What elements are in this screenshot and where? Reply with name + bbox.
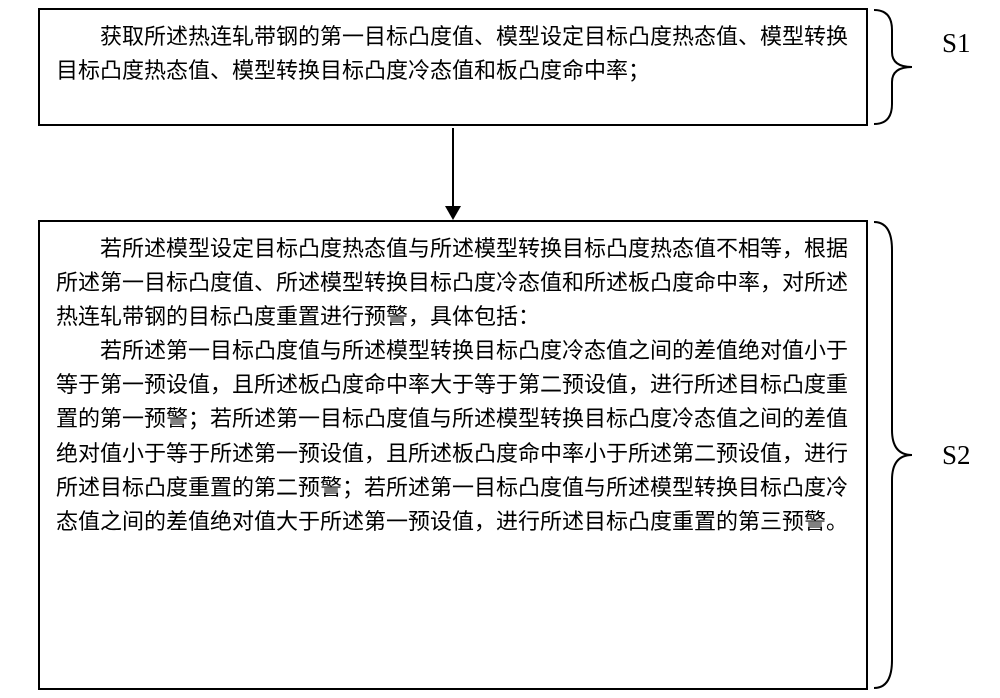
edge-s1-s2-head: [445, 206, 461, 220]
label-s2: S2: [942, 440, 971, 471]
flowchart-canvas: 获取所述热连轧带钢的第一目标凸度值、模型设定目标凸度热态值、模型转换目标凸度热态…: [0, 0, 1000, 698]
brace-s1: [870, 8, 926, 126]
brace-s2: [870, 220, 926, 690]
flow-node-s1: 获取所述热连轧带钢的第一目标凸度值、模型设定目标凸度热态值、模型转换目标凸度热态…: [38, 8, 868, 126]
node-s2-paragraph-1: 若所述模型设定目标凸度热态值与所述模型转换目标凸度热态值不相等，根据所述第一目标…: [56, 232, 850, 334]
edge-s1-s2-line: [452, 128, 454, 206]
node-s1-paragraph-1: 获取所述热连轧带钢的第一目标凸度值、模型设定目标凸度热态值、模型转换目标凸度热态…: [56, 20, 850, 88]
label-s1: S1: [942, 28, 971, 59]
flow-node-s2: 若所述模型设定目标凸度热态值与所述模型转换目标凸度热态值不相等，根据所述第一目标…: [38, 220, 868, 690]
node-s2-paragraph-2: 若所述第一目标凸度值与所述模型转换目标凸度冷态值之间的差值绝对值小于等于第一预设…: [56, 334, 850, 539]
